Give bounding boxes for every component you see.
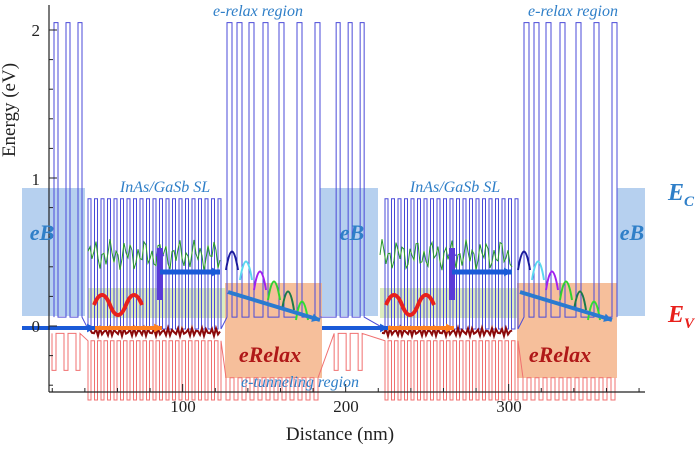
ev-label-main: E <box>667 302 684 328</box>
electron-wavefunctions <box>379 239 513 271</box>
ev-label-subscript: V <box>684 316 696 332</box>
photon-wavy-icon <box>92 293 144 317</box>
relax-state-wavefunction <box>531 260 545 281</box>
transport-arrow-head <box>504 267 512 277</box>
eb-label: eB <box>30 220 54 245</box>
e-relax-region-label: e-relax region <box>528 3 618 20</box>
erelax-box <box>225 283 322 378</box>
relax-state-wavefunction <box>545 270 559 291</box>
y-tick-label: 2 <box>32 21 41 40</box>
y-tick-label: 0 <box>32 317 41 336</box>
tunneling-arrow-head <box>446 323 454 333</box>
transport-arrow-head <box>212 267 220 277</box>
hole-wavefunctions <box>381 324 513 340</box>
photon-wavy-icon <box>384 293 436 317</box>
eb-barrier-box <box>320 188 378 316</box>
erelax-label: eRelax <box>239 342 301 367</box>
relax-state-wavefunction <box>239 260 253 281</box>
tunneling-arrow-head <box>87 323 95 333</box>
relax-state-wavefunction <box>517 250 531 271</box>
erelax-label: eRelax <box>529 342 591 367</box>
x-tick-label: 300 <box>496 397 522 416</box>
ec-label: EC <box>667 180 695 210</box>
relaxation-arrow <box>227 290 321 322</box>
relax-state-wavefunction <box>225 250 239 271</box>
x-tick-label: 200 <box>333 397 359 416</box>
excitation-arrow-head <box>447 248 457 256</box>
relax-state-wavefunction <box>253 270 267 291</box>
eb-label: eB <box>620 220 644 245</box>
ec-label-main: E <box>667 180 684 206</box>
ev-label: EV <box>667 302 696 332</box>
relax-state-wavefunction <box>267 280 281 301</box>
superlattice-label: InAs/GaSb SL <box>119 179 210 196</box>
x-axis-label: Distance (nm) <box>286 424 394 445</box>
excitation-arrow-head <box>155 248 165 256</box>
tunneling-arrow-head <box>154 323 162 333</box>
valence-band-profile <box>51 332 616 401</box>
relax-state-wavefunction <box>559 280 573 301</box>
y-axis-label: Energy (eV) <box>0 63 20 157</box>
relaxation-arrow-head <box>603 313 612 322</box>
ec-label-subscript: C <box>684 194 695 210</box>
hole-wavefunctions <box>89 324 221 340</box>
eb-label: eB <box>340 220 364 245</box>
eb-barrier-box <box>617 188 645 316</box>
superlattice-label: InAs/GaSb SL <box>409 179 500 196</box>
electron-wavefunctions <box>87 238 221 271</box>
conduction-band-profile <box>53 22 618 330</box>
e-relax-region-label: e-relax region <box>213 3 303 20</box>
relax-state-wavefunction <box>573 290 587 311</box>
relax-state-wavefunction <box>281 290 295 311</box>
relaxation-arrow-head <box>311 313 320 322</box>
x-tick-label: 100 <box>170 397 196 416</box>
y-tick-label: 1 <box>32 170 41 189</box>
relaxation-arrow <box>519 290 613 322</box>
tunneling-arrow-head <box>380 323 388 333</box>
e-tunneling-region-label: e-tunneling region <box>241 374 359 391</box>
